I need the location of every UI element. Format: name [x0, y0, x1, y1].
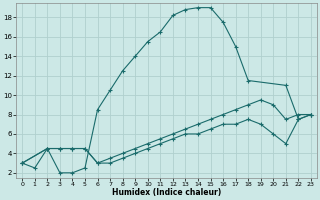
X-axis label: Humidex (Indice chaleur): Humidex (Indice chaleur)	[112, 188, 221, 197]
